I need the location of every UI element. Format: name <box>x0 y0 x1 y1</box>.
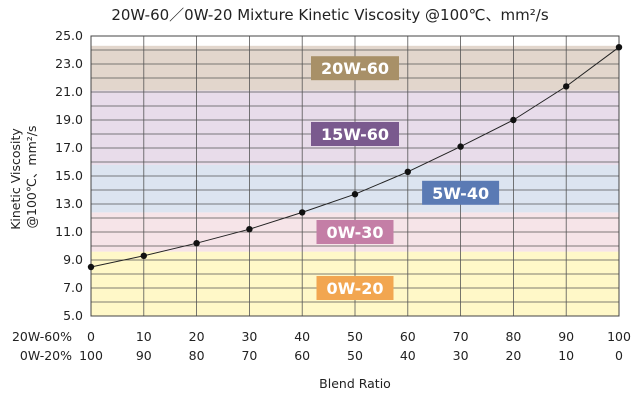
y-tick-label: 9.0 <box>63 252 83 267</box>
x-tick-label-row1: 100 <box>607 329 631 344</box>
y-tick-label: 23.0 <box>55 56 83 71</box>
x-tick-label-row2: 0 <box>615 348 623 363</box>
data-point <box>87 263 95 271</box>
x-tick-label-row2: 60 <box>294 348 310 363</box>
grade-label-box <box>311 122 399 146</box>
grade-label-0w-30: 0W-30 <box>327 223 384 242</box>
grade-label-20w-60: 20W-60 <box>321 59 389 78</box>
x-tick-label-row2: 20 <box>505 348 521 363</box>
data-point <box>615 44 623 51</box>
x-tick-label-row2: 100 <box>79 348 103 363</box>
data-point <box>563 83 570 90</box>
data-point <box>457 143 464 150</box>
x-tick-label-row1: 20 <box>189 329 205 344</box>
plot-frame <box>90 35 620 317</box>
data-point <box>351 191 359 198</box>
data-point <box>193 240 200 247</box>
grade-label-box <box>422 180 500 205</box>
x-tick-label-row1: 30 <box>241 329 257 344</box>
y-tick-label: 7.0 <box>63 280 83 295</box>
x-tick-label-row2: 70 <box>241 348 257 363</box>
x-axis-title: Blend Ratio <box>319 376 391 391</box>
x-tick-label-row2: 90 <box>136 348 152 363</box>
x-tick-label-row2: 30 <box>453 348 469 363</box>
y-axis-title-line2: @100℃、mm²/s <box>24 126 39 229</box>
x-tick-label-row1: 80 <box>505 329 521 344</box>
x-tick-label-row1: 50 <box>347 329 363 344</box>
x-tick-label-row2: 10 <box>558 348 574 363</box>
x-row1-label: 20W-60% <box>12 329 72 344</box>
y-tick-label: 5.0 <box>63 308 83 323</box>
x-tick-label-row1: 0 <box>87 329 95 344</box>
y-tick-label: 25.0 <box>55 28 83 43</box>
data-point <box>246 226 253 233</box>
y-axis-title: Kinetic Viscosity @100℃、mm²/s <box>8 124 39 230</box>
x-tick-label-row1: 90 <box>558 329 574 344</box>
x-row2-label: 0W-20% <box>20 348 72 363</box>
x-axis-ticks: 0100109020803070406050506040703080209010… <box>79 329 631 363</box>
x-tick-label-row2: 40 <box>400 348 416 363</box>
grade-label-5w-40: 5W-40 <box>432 184 489 203</box>
y-tick-label: 19.0 <box>55 112 83 127</box>
x-tick-label-row2: 80 <box>189 348 205 363</box>
x-tick-label-row1: 10 <box>136 329 152 344</box>
x-tick-label-row1: 70 <box>453 329 469 344</box>
y-tick-label: 15.0 <box>55 168 83 183</box>
x-tick-label-row2: 50 <box>347 348 363 363</box>
data-point <box>510 116 517 124</box>
x-tick-label-row1: 60 <box>400 329 416 344</box>
chart-title: 20W-60／0W-20 Mixture Kinetic Viscosity @… <box>111 6 548 24</box>
grade-label-15w-60: 15W-60 <box>321 125 389 144</box>
grade-label-box <box>316 220 394 244</box>
y-tick-label: 17.0 <box>55 140 83 155</box>
data-point <box>140 252 147 259</box>
x-tick-label-row1: 40 <box>294 329 310 344</box>
data-point <box>299 209 306 216</box>
grade-label-box <box>316 276 394 300</box>
grade-label-0w-20: 0W-20 <box>327 279 384 298</box>
data-point <box>404 168 411 175</box>
y-axis-title-line1: Kinetic Viscosity <box>8 128 23 230</box>
y-tick-label: 13.0 <box>55 196 83 211</box>
y-tick-label: 21.0 <box>55 84 83 99</box>
y-tick-label: 11.0 <box>55 224 83 239</box>
data-series <box>87 44 623 271</box>
grade-labels: 0W-20 0W-30 5W-40 15W-60 20W-60 <box>311 56 500 300</box>
y-axis-ticks: 5.0 7.0 9.0 11.0 13.0 15.0 17.0 19.0 21.0 23.0 25.… <box>55 28 83 323</box>
grade-label-box <box>311 56 399 81</box>
